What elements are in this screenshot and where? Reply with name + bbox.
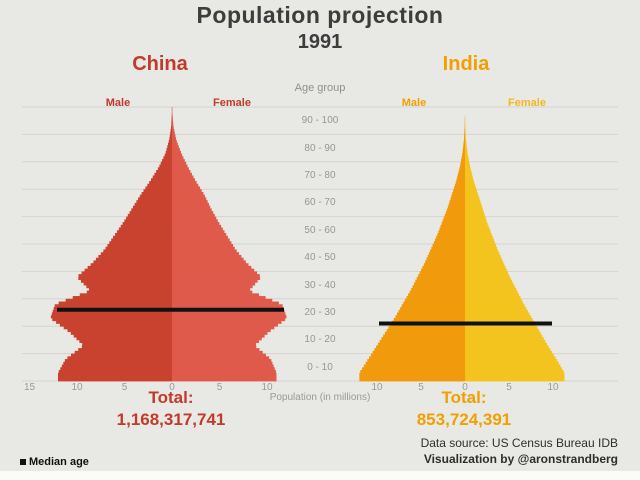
china-axis-tick: 10 [261, 382, 273, 393]
age-group-label: 10 - 20 [304, 334, 336, 346]
data-source-note: Data source: US Census Bureau IDB [420, 436, 618, 450]
china-total-value: 1,168,317,741 [116, 410, 226, 429]
country-label-china: China [132, 53, 188, 75]
china-axis-tick: 0 [169, 382, 175, 393]
median-age-legend: Median age [20, 456, 89, 468]
country-label-india: India [442, 53, 490, 75]
age-group-label: 40 - 50 [304, 252, 336, 264]
india-axis-tick: 5 [418, 382, 424, 393]
page-title: Population projection [196, 2, 444, 28]
china-axis-tick: 10 [71, 382, 83, 393]
chart-year: 1991 [297, 31, 343, 53]
india-axis-tick: 0 [462, 382, 468, 393]
age-group-label: 80 - 90 [304, 142, 336, 154]
median-age-legend-label: Median age [29, 456, 89, 468]
age-group-label: 90 - 100 [301, 115, 339, 127]
age-group-label: 0 - 10 [307, 361, 333, 373]
age-group-axis-title: Age group [294, 82, 346, 94]
india-axis-tick: 5 [506, 382, 512, 393]
china-male-label: Male [105, 97, 131, 109]
china-axis-tick: 5 [216, 382, 223, 393]
china-axis-tick: 15 [23, 382, 36, 393]
china-female-label: Female [213, 97, 251, 109]
china-total-label: Total: [148, 388, 194, 407]
age-group-label: 20 - 30 [304, 307, 336, 319]
india-axis-tick: 10 [371, 382, 383, 393]
population-axis-label: Population (in millions) [269, 392, 371, 403]
age-group-label: 70 - 80 [304, 170, 336, 182]
age-group-axis: 90 - 100 80 - 90 70 - 80 60 - 70 50 - 60 40 -… [288, 107, 352, 381]
india-male-label: Male [401, 97, 427, 109]
age-group-label: 50 - 60 [304, 224, 336, 236]
china-axis-tick: 5 [121, 382, 128, 393]
india-total-label: Total: [441, 388, 487, 407]
india-axis-tick: 10 [547, 382, 559, 393]
india-total-value: 853,724,391 [416, 410, 512, 429]
median-age-swatch-icon [20, 459, 26, 465]
age-group-label: 60 - 70 [304, 197, 336, 209]
age-group-label: 30 - 40 [304, 279, 336, 291]
india-female-label: Female [508, 97, 546, 109]
visualization-credit: Visualization by @aronstrandberg [423, 452, 618, 466]
bottom-margin-strip [0, 471, 640, 480]
